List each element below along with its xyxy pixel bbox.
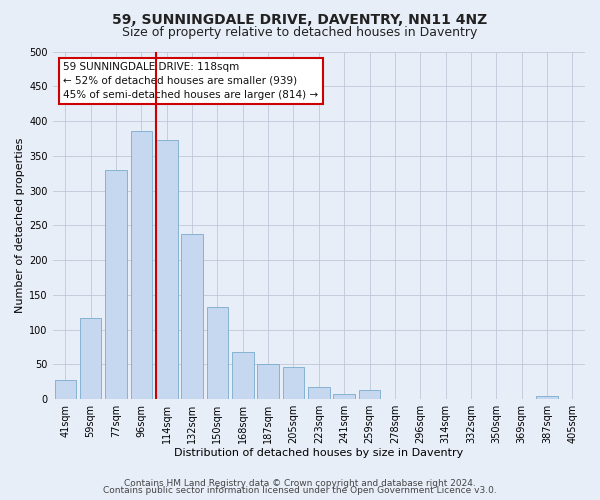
Text: Size of property relative to detached houses in Daventry: Size of property relative to detached ho… (122, 26, 478, 39)
X-axis label: Distribution of detached houses by size in Daventry: Distribution of detached houses by size … (174, 448, 463, 458)
Y-axis label: Number of detached properties: Number of detached properties (15, 138, 25, 313)
Text: Contains public sector information licensed under the Open Government Licence v3: Contains public sector information licen… (103, 486, 497, 495)
Bar (181, 234, 203, 399)
Bar (283, 367, 304, 399)
Bar (80, 318, 101, 399)
Bar (334, 394, 355, 399)
Bar (308, 388, 329, 399)
Text: 59 SUNNINGDALE DRIVE: 118sqm
← 52% of detached houses are smaller (939)
45% of s: 59 SUNNINGDALE DRIVE: 118sqm ← 52% of de… (63, 62, 319, 100)
Bar (359, 390, 380, 399)
Bar (232, 352, 254, 399)
Bar (206, 308, 228, 399)
Bar (55, 380, 76, 399)
Text: 59, SUNNINGDALE DRIVE, DAVENTRY, NN11 4NZ: 59, SUNNINGDALE DRIVE, DAVENTRY, NN11 4N… (112, 12, 488, 26)
Bar (105, 170, 127, 399)
Bar (131, 132, 152, 399)
Text: Contains HM Land Registry data © Crown copyright and database right 2024.: Contains HM Land Registry data © Crown c… (124, 478, 476, 488)
Bar (257, 364, 279, 399)
Bar (536, 396, 558, 399)
Bar (156, 140, 178, 399)
